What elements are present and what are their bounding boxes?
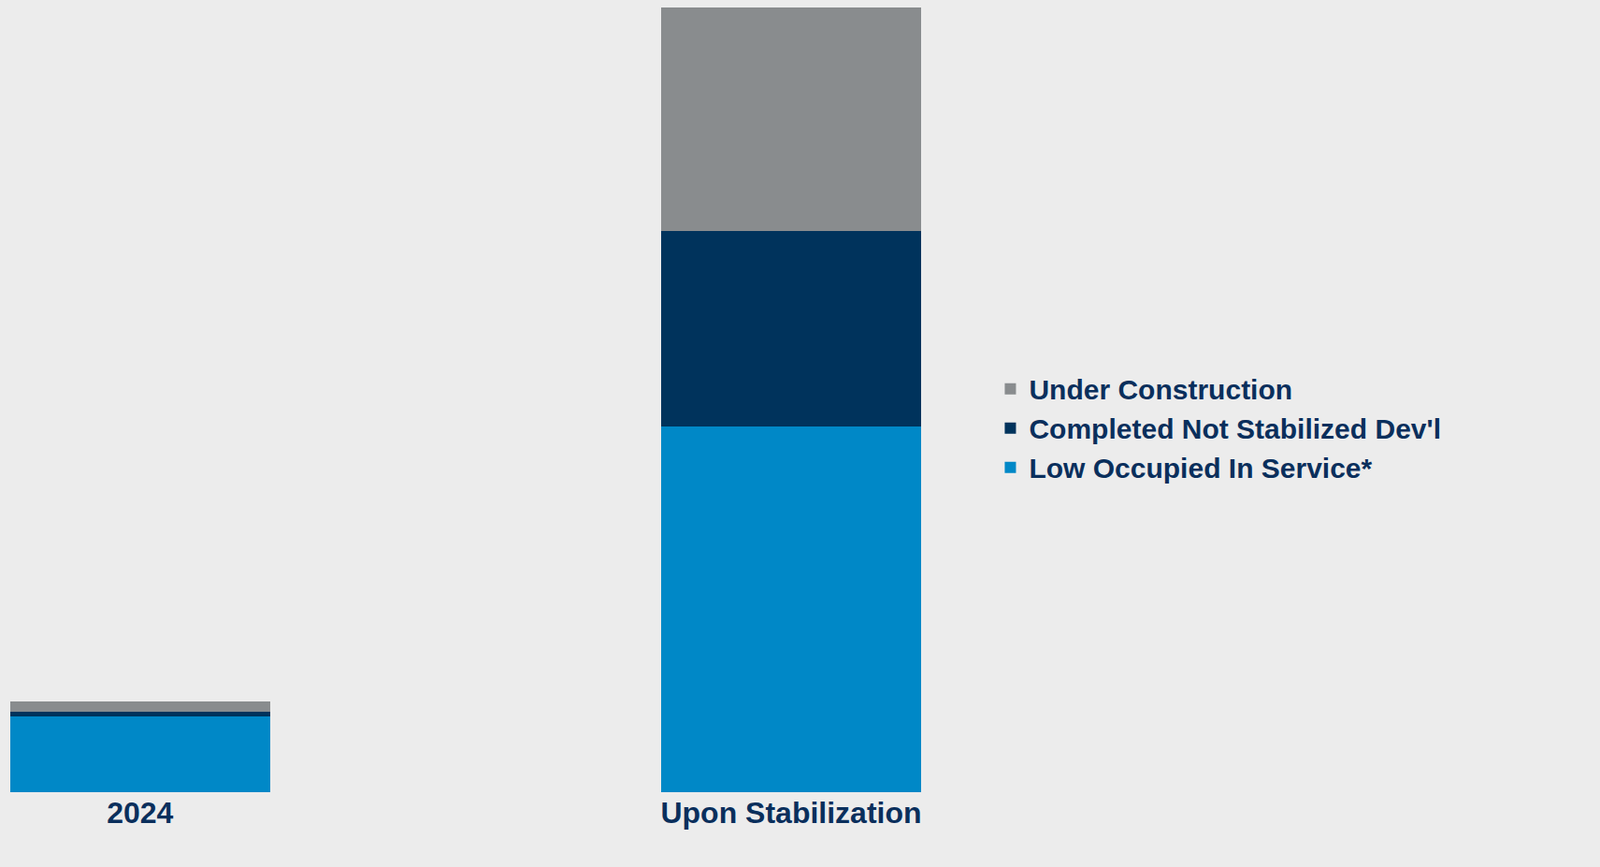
svg-text:Upon Stabilization: Upon Stabilization <box>660 795 922 830</box>
svg-text:2024: 2024 <box>106 795 173 830</box>
svg-text:Completed Not Stabilized Dev'l: Completed Not Stabilized Dev'l <box>1028 413 1442 445</box>
svg-text:Low Occupied In Service*: Low Occupied In Service* <box>1028 452 1372 484</box>
svg-text:Under Construction: Under Construction <box>1028 374 1293 405</box>
